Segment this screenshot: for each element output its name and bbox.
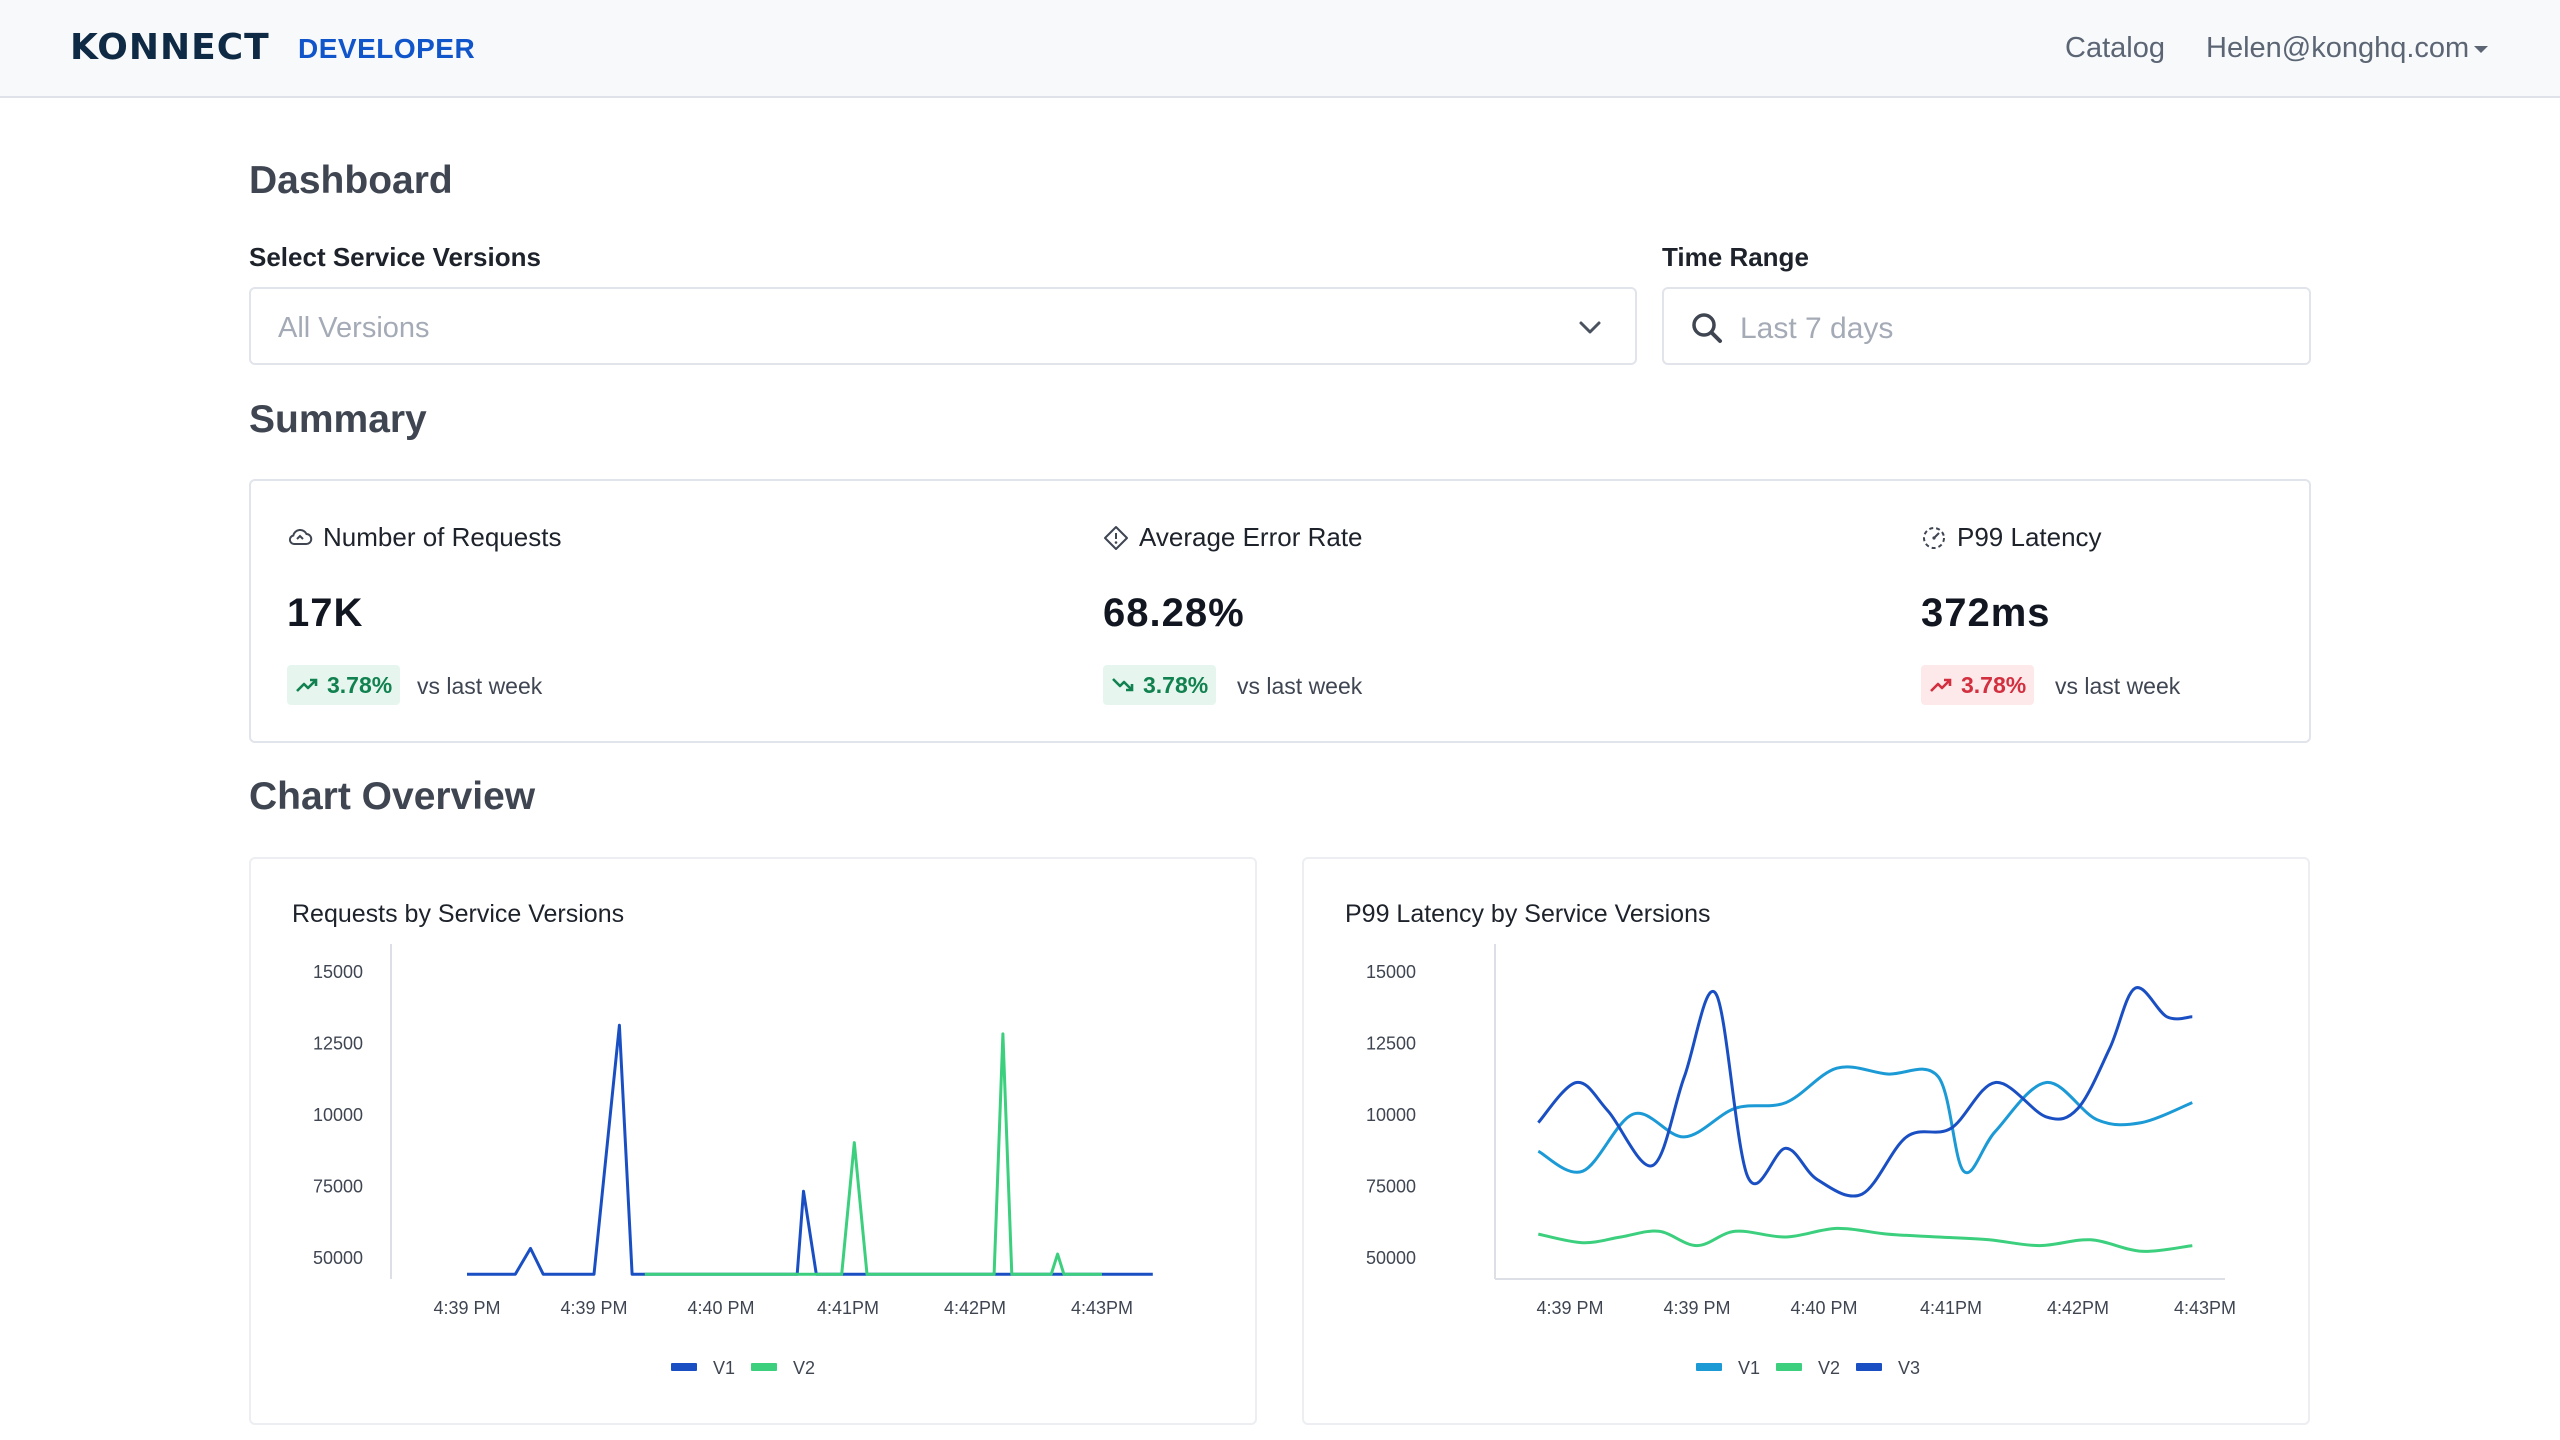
nav-catalog-link[interactable]: Catalog xyxy=(2065,32,2165,64)
metric-title: Number of Requests xyxy=(323,522,562,552)
diamond-alert-icon xyxy=(1104,526,1128,550)
trend-badge: 3.78% xyxy=(1103,665,1217,705)
x-tick-label: 4:41PM xyxy=(1920,1298,1982,1318)
legend-swatch xyxy=(1696,1363,1722,1371)
series-line-v1 xyxy=(467,1023,1153,1276)
service-versions-select[interactable]: All Versions xyxy=(249,287,1637,365)
legend-label[interactable]: V2 xyxy=(793,1358,815,1378)
search-icon xyxy=(1692,313,1722,343)
y-tick-label: 75000 xyxy=(1366,1177,1416,1197)
y-tick-label: 50000 xyxy=(313,1248,363,1268)
chart-title: Requests by Service Versions xyxy=(292,900,625,928)
chart-overview-heading: Chart Overview xyxy=(249,775,536,818)
logo-subtitle: DEVELOPER xyxy=(298,33,476,64)
versions-label: Select Service Versions xyxy=(249,242,541,272)
x-tick-label: 4:39 PM xyxy=(433,1298,500,1318)
trend-value: 3.78% xyxy=(327,672,393,698)
y-tick-label: 15000 xyxy=(1366,962,1416,982)
series-line-v1 xyxy=(1537,1065,2193,1175)
legend-label[interactable]: V1 xyxy=(713,1358,735,1378)
select-placeholder: All Versions xyxy=(278,312,430,344)
trend-badge: 3.78% xyxy=(1921,665,2035,705)
y-tick-label: 75000 xyxy=(313,1177,363,1197)
time-range-label: Time Range xyxy=(1662,242,1809,272)
metric-title: P99 Latency xyxy=(1957,522,2102,552)
trend-badge: 3.78% xyxy=(287,665,401,705)
x-tick-label: 4:42PM xyxy=(944,1298,1006,1318)
legend-swatch xyxy=(751,1363,777,1371)
trend-value: 3.78% xyxy=(1961,672,2027,698)
latency-line-chart: 15000 12500 10000 75000 50000 4:39 PM 4:39 PM 4… xyxy=(1366,944,2236,1378)
legend-label[interactable]: V3 xyxy=(1898,1358,1920,1378)
x-tick-label: 4:39 PM xyxy=(560,1298,627,1318)
trend-down-icon xyxy=(1112,678,1134,692)
y-tick-label: 10000 xyxy=(313,1105,363,1125)
x-tick-label: 4:40 PM xyxy=(1790,1298,1857,1318)
time-range-input[interactable] xyxy=(1740,309,2280,349)
caret-down-icon[interactable] xyxy=(2474,46,2488,53)
page-title: Dashboard xyxy=(249,159,453,202)
x-tick-label: 4:41PM xyxy=(817,1298,879,1318)
y-tick-label: 50000 xyxy=(1366,1248,1416,1268)
legend-swatch xyxy=(1776,1363,1802,1371)
gauge-icon xyxy=(1923,527,1945,549)
summary-card: Number of Requests 17K 3.78% vs last wee… xyxy=(249,479,2311,743)
metric-value: 68.28% xyxy=(1103,591,1245,635)
requests-line-chart: 15000 12500 10000 75000 50000 4:39 PM 4:39 PM 4… xyxy=(313,944,1153,1378)
x-tick-label: 4:43PM xyxy=(1071,1298,1133,1318)
series-line-v2 xyxy=(1537,1226,2193,1253)
trend-up-icon xyxy=(296,678,318,692)
legend-label[interactable]: V1 xyxy=(1738,1358,1760,1378)
compare-text: vs last week xyxy=(417,673,543,699)
metric-value: 372ms xyxy=(1921,591,2051,635)
x-tick-label: 4:43PM xyxy=(2174,1298,2236,1318)
x-tick-label: 4:39 PM xyxy=(1663,1298,1730,1318)
trend-value: 3.78% xyxy=(1143,672,1209,698)
metric-value: 17K xyxy=(287,591,364,635)
latency-chart-card: P99 Latency by Service Versions 15000 125… xyxy=(1302,857,2310,1425)
trend-up-icon xyxy=(1930,678,1952,692)
y-tick-label: 10000 xyxy=(1366,1105,1416,1125)
konnect-logo[interactable]: KONNECT xyxy=(70,27,270,68)
requests-chart-card: Requests by Service Versions 15000 12500 1… xyxy=(249,857,1257,1425)
x-tick-label: 4:40 PM xyxy=(687,1298,754,1318)
legend-swatch xyxy=(671,1363,697,1371)
legend-label[interactable]: V2 xyxy=(1818,1358,1840,1378)
time-range-field[interactable] xyxy=(1662,287,2311,365)
top-nav: KONNECT DEVELOPER Catalog Helen@konghq.c… xyxy=(0,0,2560,98)
cloud-icon xyxy=(288,528,313,545)
metric-title: Average Error Rate xyxy=(1139,522,1363,552)
y-tick-label: 12500 xyxy=(1366,1034,1416,1054)
series-line-v3 xyxy=(1537,986,2193,1198)
series-line-v2 xyxy=(644,1032,1102,1276)
compare-text: vs last week xyxy=(2055,673,2181,699)
summary-heading: Summary xyxy=(249,398,427,441)
chevron-down-icon xyxy=(1579,321,1601,334)
x-tick-label: 4:42PM xyxy=(2047,1298,2109,1318)
user-menu[interactable]: Helen@konghq.com xyxy=(2206,32,2470,64)
chart-title: P99 Latency by Service Versions xyxy=(1345,900,1711,928)
y-tick-label: 15000 xyxy=(313,962,363,982)
compare-text: vs last week xyxy=(1237,673,1363,699)
x-tick-label: 4:39 PM xyxy=(1536,1298,1603,1318)
y-tick-label: 12500 xyxy=(313,1034,363,1054)
legend-swatch xyxy=(1856,1363,1882,1371)
